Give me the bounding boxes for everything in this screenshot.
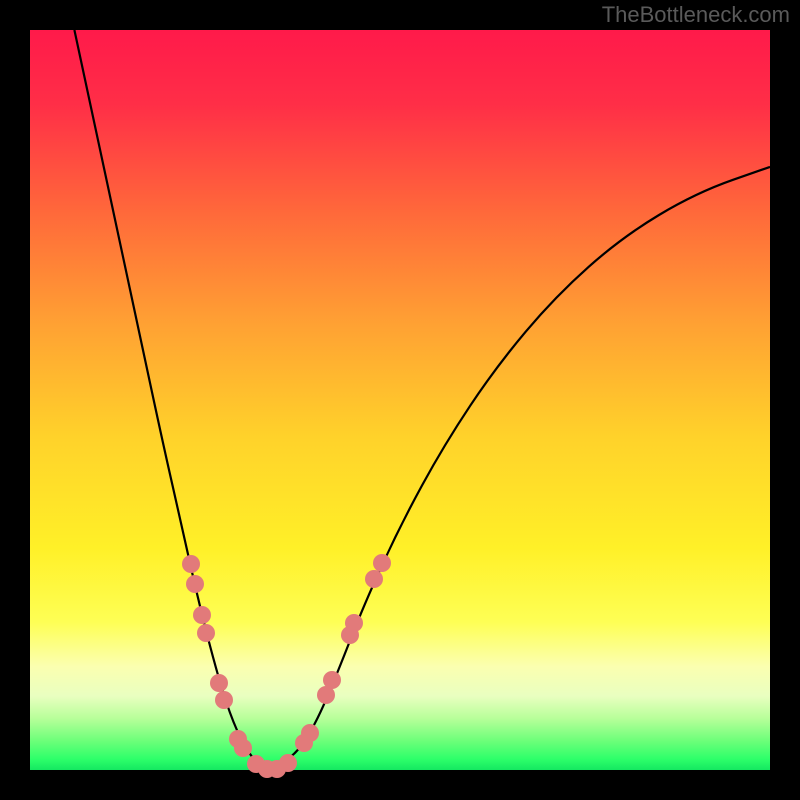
data-marker bbox=[193, 606, 211, 624]
data-marker bbox=[234, 739, 252, 757]
data-marker bbox=[373, 554, 391, 572]
data-marker bbox=[215, 691, 233, 709]
plot-area bbox=[30, 30, 770, 770]
data-marker bbox=[279, 754, 297, 772]
watermark-text: TheBottleneck.com bbox=[602, 2, 790, 28]
data-marker bbox=[182, 555, 200, 573]
data-marker bbox=[365, 570, 383, 588]
data-marker bbox=[301, 724, 319, 742]
data-marker bbox=[186, 575, 204, 593]
data-marker bbox=[210, 674, 228, 692]
data-marker bbox=[323, 671, 341, 689]
v-curve bbox=[30, 30, 770, 770]
data-marker bbox=[197, 624, 215, 642]
data-marker bbox=[345, 614, 363, 632]
